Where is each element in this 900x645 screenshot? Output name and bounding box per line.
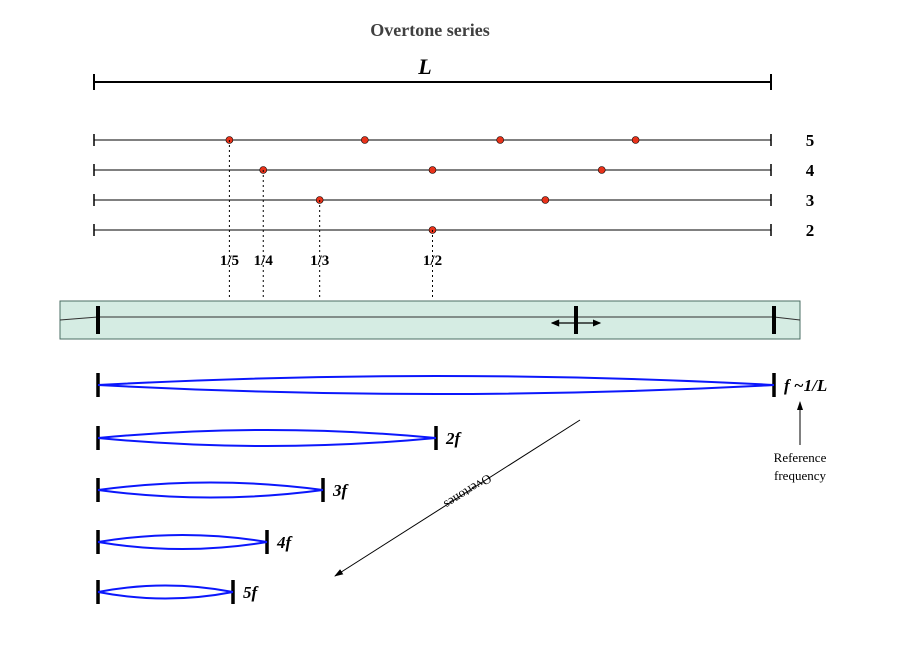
wave-label-5: 5f xyxy=(243,583,260,602)
wave-upper-2 xyxy=(98,430,436,438)
overtones-label-group: Overtones xyxy=(441,471,494,512)
harmonic-node-5-4 xyxy=(632,137,639,144)
wave-lower-3 xyxy=(98,490,323,498)
wave-upper-5 xyxy=(98,586,233,593)
reference-frequency-label-1: Reference xyxy=(774,450,827,465)
wave-lower-2 xyxy=(98,438,436,446)
monochord-bridge-left xyxy=(96,306,100,334)
harmonic-line-label-2: 2 xyxy=(806,221,815,240)
wave-lower-1 xyxy=(98,385,774,394)
harmonic-node-5-2 xyxy=(361,137,368,144)
wave-upper-4 xyxy=(98,535,267,542)
harmonic-node-5-3 xyxy=(497,137,504,144)
harmonic-line-label-5: 5 xyxy=(806,131,815,150)
monochord-body xyxy=(60,301,800,339)
length-label: L xyxy=(417,54,431,79)
wave-lower-4 xyxy=(98,542,267,549)
harmonic-node-4-3 xyxy=(598,167,605,174)
overtones-label: Overtones xyxy=(441,471,494,512)
harmonic-line-label-4: 4 xyxy=(806,161,815,180)
harmonic-line-label-3: 3 xyxy=(806,191,815,210)
fraction-label-3: 1/3 xyxy=(310,253,329,269)
fraction-label-4: 1/4 xyxy=(254,253,274,269)
wave-upper-1 xyxy=(98,376,774,385)
fraction-label-5: 1/5 xyxy=(220,253,239,269)
harmonic-node-4-2 xyxy=(429,167,436,174)
wave-lower-5 xyxy=(98,592,233,599)
wave-label-1: f ~1/L xyxy=(784,376,827,395)
wave-label-4: 4f xyxy=(276,533,294,552)
diagram-title: Overtone series xyxy=(370,20,489,40)
wave-label-2: 2f xyxy=(445,429,463,448)
fraction-label-2: 1/2 xyxy=(423,253,442,269)
reference-frequency-label-2: frequency xyxy=(774,468,826,483)
wave-label-3: 3f xyxy=(332,481,350,500)
harmonic-node-3-2 xyxy=(542,197,549,204)
wave-upper-3 xyxy=(98,483,323,491)
monochord-moving-bridge xyxy=(574,306,578,334)
monochord-bridge-right xyxy=(772,306,776,334)
